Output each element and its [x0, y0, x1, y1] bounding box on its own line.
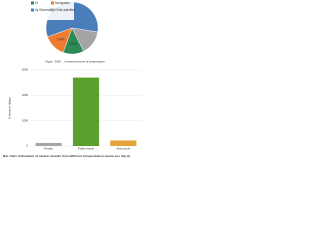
- y-tick-label: 3000: [22, 68, 29, 72]
- legend-swatch: [31, 1, 34, 5]
- slice-label: 13%: [69, 41, 77, 46]
- legend-swatch: [51, 8, 54, 12]
- bar: [110, 140, 137, 146]
- legend-swatch: [51, 1, 54, 5]
- bar: [72, 77, 100, 146]
- bar-caption: Bar chart: Estimation of carbon dioxide …: [3, 154, 130, 158]
- pie-slice: [71, 27, 98, 52]
- x-tick-label: Public transit: [78, 147, 94, 151]
- legend-label: Child activities: [55, 8, 76, 12]
- legend-swatch: [31, 8, 34, 12]
- y-axis-label: Emissions (t/day): [8, 97, 12, 119]
- pie-caption: Figure : 2009 ... of several sources of …: [45, 60, 105, 64]
- slice-label: 14%: [57, 36, 65, 41]
- page: Figure : 2009 ... of several sources of …: [0, 0, 149, 198]
- legend-label: ht: [35, 1, 38, 5]
- bar: [35, 142, 62, 146]
- legend-label: ity Generation: [35, 8, 55, 12]
- x-tick-label: Private: [44, 147, 53, 151]
- y-tick-label: 2000: [22, 93, 29, 97]
- x-tick-label: Motorcycle: [117, 147, 131, 151]
- legend-label: Navigation: [55, 1, 70, 5]
- y-tick-label: 0: [26, 144, 28, 148]
- y-tick-label: 1000: [22, 118, 29, 122]
